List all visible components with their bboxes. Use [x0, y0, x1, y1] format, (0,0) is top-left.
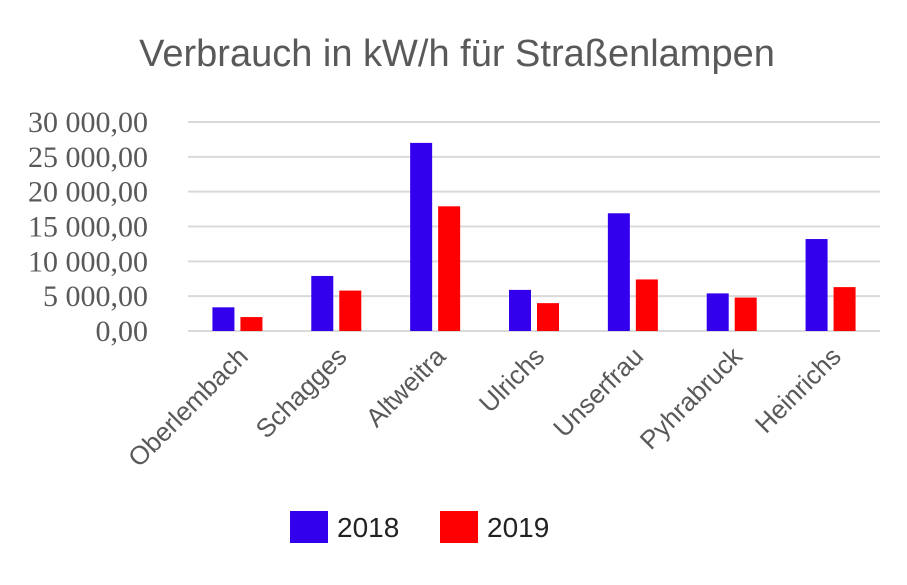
bar-2018-Pyhrabruck	[706, 293, 729, 331]
y-tick-label: 10 000,00	[28, 245, 148, 278]
bar-2018-Oberlembach	[212, 307, 235, 331]
x-tick-label: Altweitra	[360, 341, 452, 433]
x-tick-label: Oberlembach	[122, 341, 254, 473]
bar-2018-Schagges	[311, 275, 334, 331]
legend-label-2019: 2019	[487, 512, 549, 543]
bar-2019-Heinrichs	[833, 287, 856, 331]
bar-2018-Heinrichs	[805, 239, 828, 331]
legend-swatch-2019	[440, 511, 478, 543]
bar-2019-Schagges	[339, 290, 362, 331]
y-tick-label: 15 000,00	[28, 211, 148, 244]
x-tick-label: Heinrichs	[749, 341, 847, 439]
bar-2019-Unserfrau	[635, 279, 658, 331]
bar-2018-Ulrichs	[509, 289, 531, 331]
y-tick-label: 5 000,00	[43, 280, 148, 313]
bar-2019-Altweitra	[438, 206, 461, 331]
x-tick-label: Schagges	[250, 341, 353, 444]
bar-2019-Oberlembach	[240, 317, 263, 331]
x-tick-label: Unserfrau	[547, 341, 649, 443]
chart-title: Verbrauch in kW/h für Straßenlampen	[139, 33, 775, 75]
legend-swatch-2018	[290, 511, 328, 543]
y-tick-label: 0,00	[96, 315, 149, 348]
bar-2018-Unserfrau	[607, 213, 630, 331]
grid-lines	[188, 121, 880, 332]
legend-label-2018: 2018	[337, 512, 399, 543]
x-tick-label: Ulrichs	[473, 341, 550, 418]
bar-2019-Pyhrabruck	[734, 297, 757, 331]
y-tick-label: 20 000,00	[28, 176, 148, 209]
y-tick-label: 25 000,00	[28, 141, 148, 174]
x-tick-label: Pyhrabruck	[634, 340, 749, 455]
bar-2018-Altweitra	[410, 142, 433, 331]
y-tick-label: 30 000,00	[28, 106, 148, 139]
bars	[212, 142, 856, 331]
bar-2019-Ulrichs	[537, 303, 559, 331]
legend: 2018 2019	[290, 511, 549, 543]
